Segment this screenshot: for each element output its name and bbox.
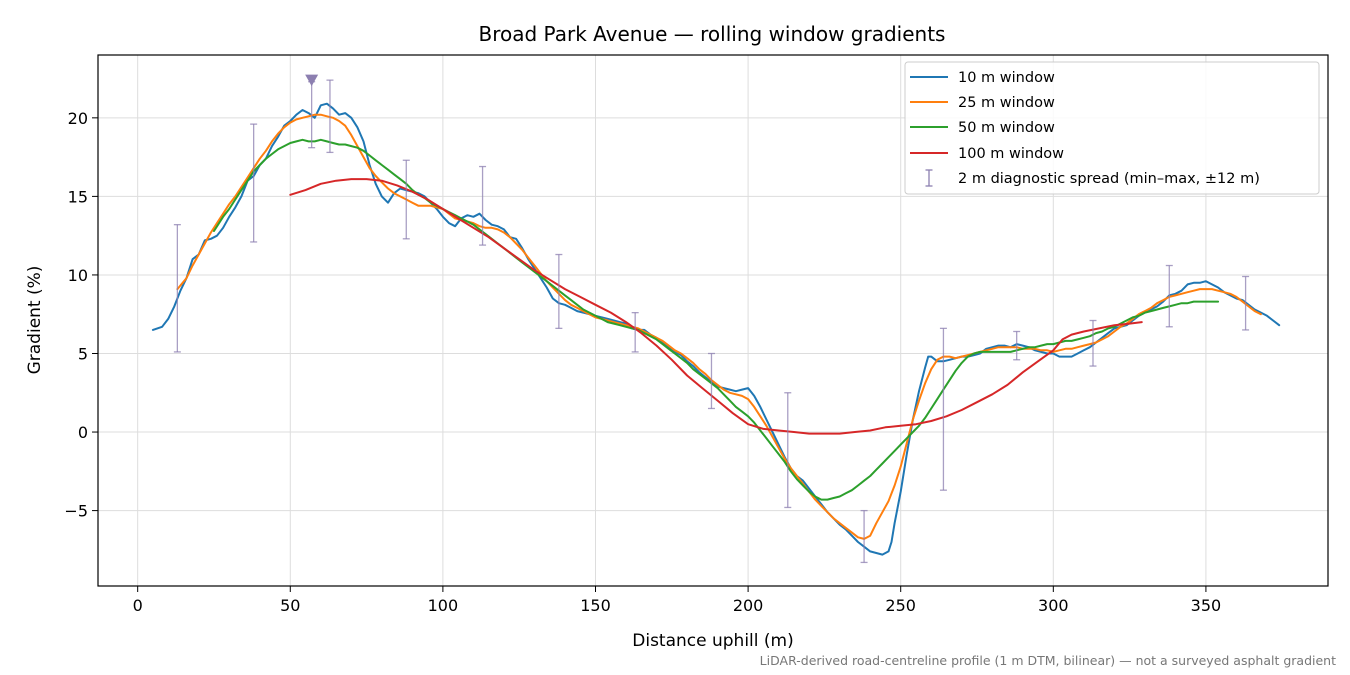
- error-bar: [1013, 330, 1021, 361]
- error-bar: [1165, 264, 1173, 328]
- error-bar: [860, 509, 868, 564]
- x-tick-label: 200: [733, 596, 764, 615]
- legend-label: 2 m diagnostic spread (min–max, ±12 m): [958, 171, 1260, 187]
- y-tick-label: 10: [68, 266, 88, 285]
- y-axis-label: Gradient (%): [25, 266, 45, 375]
- x-axis-ticks: 0 50 100 150 200 250 300 350: [133, 586, 1222, 615]
- error-bar: [1089, 319, 1097, 367]
- error-bar: [326, 79, 334, 154]
- footnote: LiDAR-derived road-centreline profile (1…: [760, 653, 1336, 668]
- plot-frame: [97, 54, 1329, 587]
- legend-label: 10 m window: [958, 70, 1055, 86]
- marker-layer: [305, 74, 319, 87]
- x-tick-label: 50: [280, 596, 300, 615]
- series-line-4: [289, 178, 1143, 435]
- y-tick-label: −5: [64, 502, 88, 521]
- legend-label: 50 m window: [958, 120, 1055, 136]
- error-bar: [631, 311, 639, 353]
- y-tick-label: 20: [68, 109, 88, 128]
- error-bar: [784, 392, 792, 509]
- error-bar: [402, 159, 410, 240]
- legend-box: [904, 61, 1320, 195]
- legend-label: 100 m window: [958, 146, 1064, 162]
- error-bar: [939, 327, 947, 491]
- error-bar: [707, 352, 715, 410]
- series-line-2: [176, 113, 1262, 540]
- legend-label: 25 m window: [958, 95, 1055, 111]
- y-axis-ticks: −5 0 5 10 15 20: [64, 109, 98, 521]
- x-tick-label: 300: [1038, 596, 1069, 615]
- legend: 10 m window 25 m window 50 m window 100 m w…: [904, 61, 1320, 195]
- error-bar: [1242, 275, 1250, 331]
- x-axis-label: Distance uphill (m): [632, 631, 793, 651]
- y-tick-label: 0: [78, 423, 88, 442]
- error-bar: [173, 224, 181, 353]
- chart-title: Broad Park Avenue — rolling window gradi…: [479, 22, 946, 46]
- y-tick-label: 5: [78, 344, 88, 363]
- series-line-1: [151, 102, 1281, 556]
- series-line-3: [213, 138, 1220, 501]
- error-bar: [479, 165, 487, 246]
- error-bar: [555, 253, 563, 330]
- error-bar: [250, 123, 258, 243]
- x-tick-label: 250: [885, 596, 916, 615]
- series-layer: [151, 102, 1281, 556]
- x-tick-label: 150: [580, 596, 611, 615]
- error-bar-layer: [173, 79, 1250, 564]
- x-tick-label: 100: [428, 596, 459, 615]
- x-tick-label: 350: [1191, 596, 1222, 615]
- legend-swatch: [925, 169, 933, 187]
- y-tick-label: 15: [68, 187, 88, 206]
- peak-marker: [305, 74, 319, 87]
- x-tick-label: 0: [133, 596, 143, 615]
